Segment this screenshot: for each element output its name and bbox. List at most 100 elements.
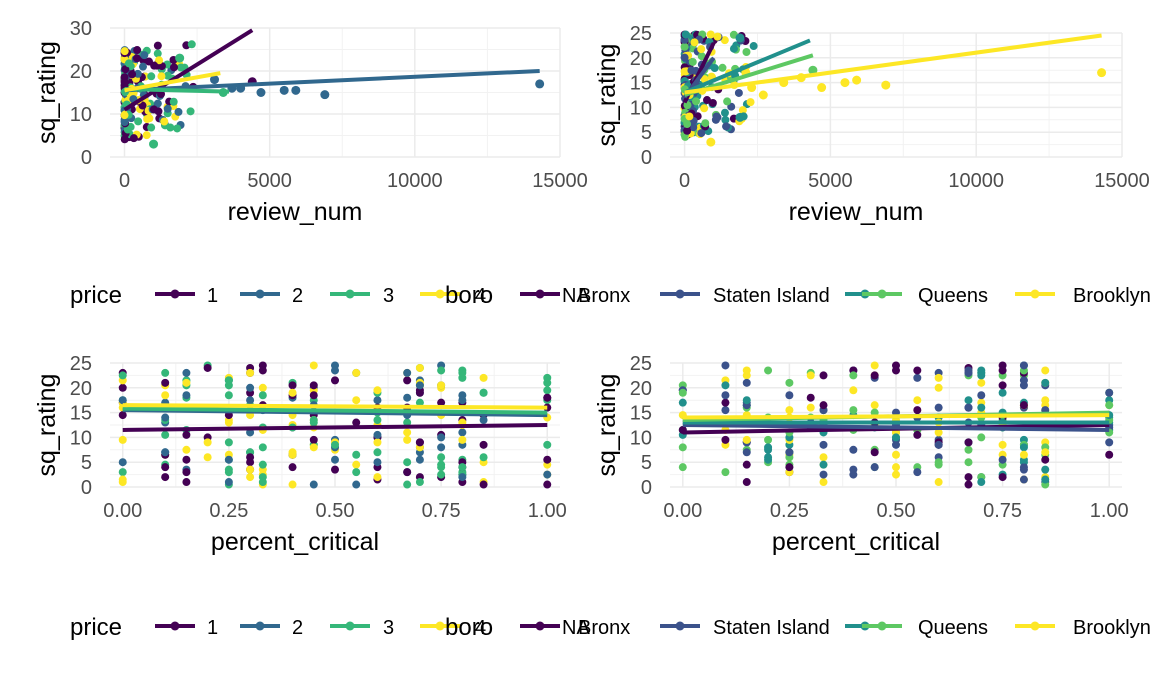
data-point (685, 112, 694, 121)
y-tick-label: 20 (630, 378, 652, 400)
data-point (680, 42, 689, 51)
data-point (808, 65, 818, 75)
data-point (118, 468, 127, 477)
data-point (309, 480, 318, 489)
data-point (806, 393, 815, 402)
y-tick-label: 10 (630, 427, 652, 449)
data-point (458, 473, 467, 482)
data-point (1097, 68, 1107, 78)
data-point (680, 53, 689, 62)
y-axis-title: sq_rating (33, 41, 61, 144)
x-tick-label: 5000 (247, 170, 292, 192)
data-point (224, 391, 233, 400)
x-tick-label: 10000 (387, 170, 443, 192)
data-point (964, 438, 973, 447)
data-point (437, 381, 446, 390)
data-point (713, 32, 722, 41)
data-point (734, 88, 743, 97)
legend-label: Queens (918, 617, 988, 639)
data-point (288, 381, 297, 390)
fit-line-2 (124, 69, 540, 93)
data-point (246, 396, 255, 405)
data-point (849, 406, 858, 415)
data-point (437, 453, 446, 462)
data-point (352, 418, 361, 427)
data-point (118, 435, 127, 444)
data-point (403, 435, 412, 444)
data-point (256, 88, 266, 97)
data-point (373, 438, 382, 447)
data-point (258, 383, 267, 392)
data-point (258, 366, 267, 375)
data-point (735, 112, 745, 122)
data-point (721, 468, 730, 477)
data-point (934, 478, 943, 487)
x-tick-label: 5000 (808, 170, 853, 192)
data-point (403, 480, 412, 489)
data-point (543, 373, 552, 382)
data-point (140, 51, 149, 60)
data-point (742, 378, 751, 387)
data-point (246, 473, 255, 482)
legend-label: Bronx (578, 285, 630, 307)
data-point (1019, 361, 1028, 370)
data-point (161, 473, 170, 482)
legend-label: 2 (292, 285, 303, 307)
legend-label: Bronx (578, 617, 630, 639)
data-point (1041, 396, 1050, 405)
legend-label: 4 (475, 285, 486, 307)
data-point (678, 443, 687, 452)
data-point (819, 470, 828, 479)
y-tick-label: 25 (630, 23, 652, 45)
data-point (689, 123, 698, 132)
y-tick-label: 0 (81, 477, 92, 499)
panel-bottom-right: 0.00 0.25 0.50 0.75 1.000510152025percent_cr… (593, 353, 1129, 556)
y-tick-label: 10 (70, 104, 92, 126)
data-point (479, 416, 488, 425)
data-point (697, 45, 706, 54)
legend-label: Staten Island (713, 285, 830, 307)
data-point (1041, 465, 1050, 474)
data-point (291, 85, 301, 95)
x-tick-label: 0.00 (103, 500, 142, 522)
y-tick-label: 0 (641, 147, 652, 169)
data-point (964, 480, 973, 489)
data-point (309, 416, 318, 425)
data-point (764, 366, 773, 375)
data-point (203, 453, 212, 462)
y-tick-label: 10 (70, 427, 92, 449)
data-point (881, 80, 891, 90)
data-point (819, 478, 828, 487)
data-point (176, 63, 185, 72)
data-point (819, 401, 828, 410)
data-point (998, 455, 1007, 464)
data-point (182, 378, 191, 387)
data-point (806, 403, 815, 412)
x-axis-title: review_num (228, 198, 363, 226)
data-point (977, 378, 986, 387)
y-axis-title: sq_rating (593, 374, 621, 477)
panel-top-left: 0 5000 10000 15000 0 10 20 30 review_num sq_ratin… (33, 18, 588, 226)
data-point (764, 445, 773, 454)
y-tick-label: 30 (70, 18, 92, 40)
fit-line-1 (122, 423, 548, 432)
data-point (118, 371, 127, 380)
data-point (977, 371, 986, 380)
y-tick-label: 15 (630, 403, 652, 425)
legend-key (240, 621, 280, 631)
x-tick-label: 1.00 (1090, 500, 1129, 522)
data-point (160, 117, 169, 126)
data-point (1041, 366, 1050, 375)
legend-label: Staten Island (713, 617, 830, 639)
data-point (964, 473, 973, 482)
data-point (373, 448, 382, 457)
data-point (163, 104, 172, 113)
data-point (742, 435, 751, 444)
data-point (118, 396, 127, 405)
data-point (819, 371, 828, 380)
data-point (331, 455, 339, 464)
data-point (721, 435, 730, 444)
data-point (1105, 438, 1114, 447)
data-point (258, 391, 267, 400)
